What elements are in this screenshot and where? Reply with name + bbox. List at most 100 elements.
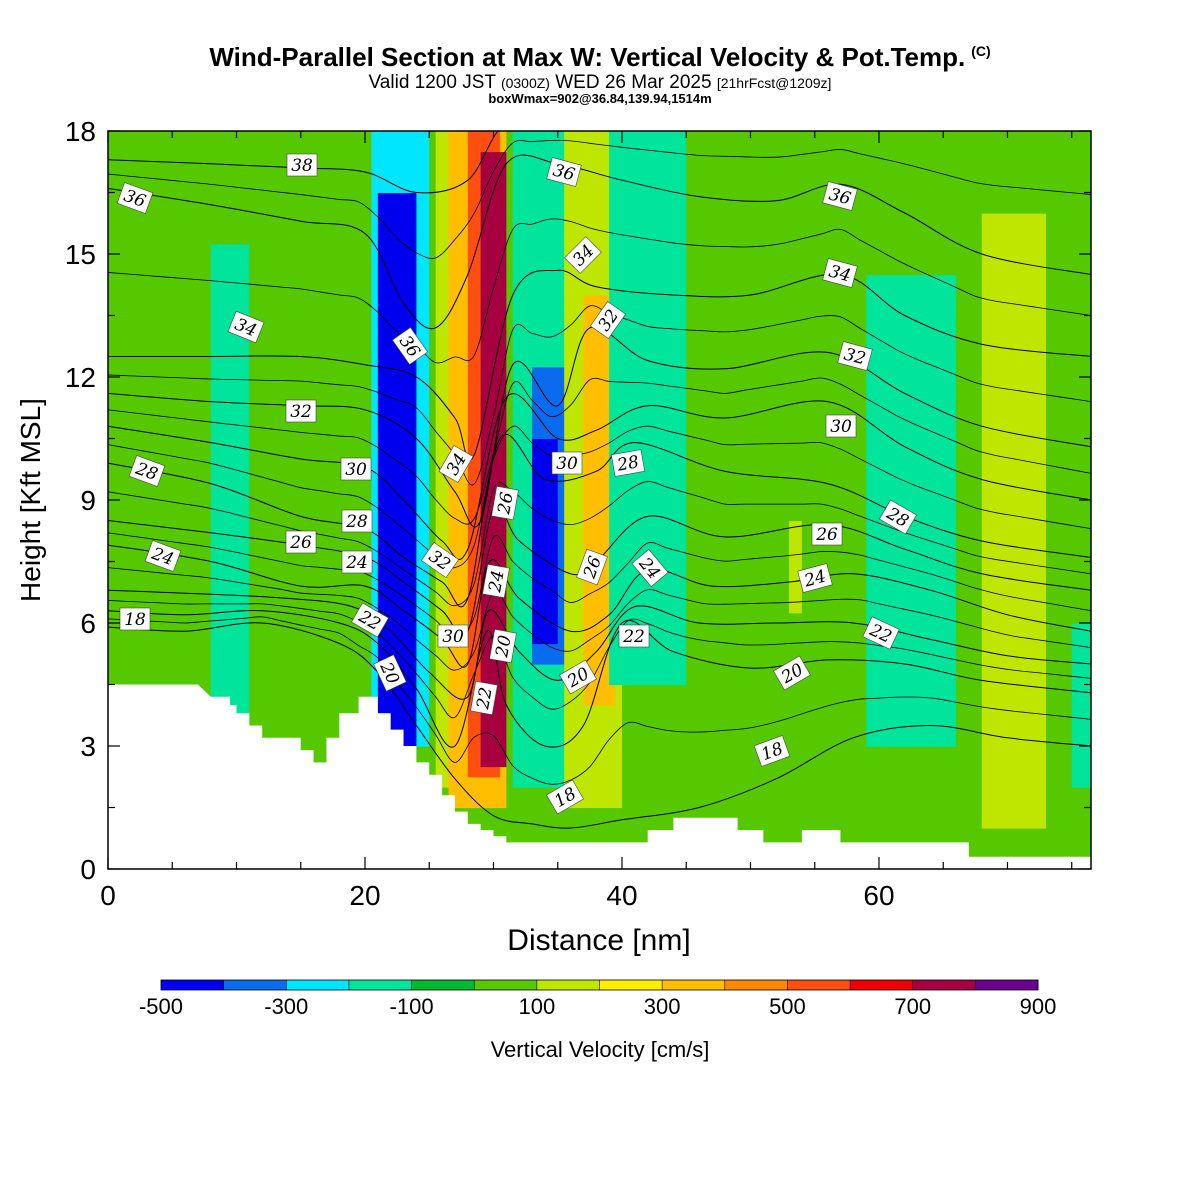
velocity-cell [981, 336, 1047, 347]
velocity-cell [557, 551, 565, 563]
velocity-cell [506, 694, 514, 706]
colorbar-tick-label: 900 [1020, 994, 1057, 1019]
velocity-cell [583, 664, 610, 675]
velocity-cell [480, 674, 507, 686]
velocity-cell [981, 233, 1047, 245]
velocity-cell [416, 623, 430, 634]
velocity-cell [506, 305, 514, 317]
velocity-cell [210, 387, 250, 399]
velocity-cell [435, 192, 450, 204]
velocity-cell [210, 643, 250, 655]
velocity-cell [866, 397, 957, 409]
velocity-cell [532, 377, 565, 388]
velocity-cell [686, 500, 867, 511]
velocity-cell [249, 387, 373, 399]
contour-label: 26 [811, 522, 843, 546]
velocity-cell [981, 469, 1047, 481]
velocity-cell [249, 612, 373, 624]
velocity-cell [249, 366, 373, 378]
velocity-cell [609, 295, 687, 306]
velocity-cell [564, 172, 610, 183]
velocity-cell [532, 459, 559, 470]
velocity-cell [429, 448, 437, 460]
velocity-cell [1046, 274, 1091, 286]
velocity-cell [512, 571, 533, 583]
velocity-cell [249, 479, 373, 491]
velocity-cell [416, 735, 430, 747]
velocity-cell [609, 459, 687, 470]
velocity-cell [1046, 428, 1091, 440]
velocity-cell [609, 387, 687, 399]
velocity-cell [564, 192, 610, 204]
velocity-cell [108, 356, 212, 368]
velocity-cell [532, 387, 565, 399]
velocity-cell [429, 623, 437, 634]
velocity-cell [789, 541, 803, 552]
colorbar-swatch [223, 980, 287, 990]
velocity-cell [981, 623, 1047, 634]
velocity-cell [377, 223, 417, 235]
velocity-cell [956, 510, 983, 522]
velocity-cell [371, 489, 379, 501]
velocity-cell [435, 756, 450, 768]
contour-label: 24 [144, 540, 182, 572]
velocity-cell [564, 295, 585, 306]
velocity-cell [621, 766, 983, 778]
velocity-cell [609, 213, 687, 224]
velocity-cell [512, 213, 565, 224]
velocity-cell [249, 674, 373, 686]
velocity-cell [435, 254, 450, 265]
contour-label: 28 [610, 449, 646, 477]
velocity-cell [249, 653, 373, 665]
velocity-cell [435, 735, 450, 747]
velocity-cell [435, 182, 450, 194]
velocity-cell [866, 356, 957, 368]
velocity-cell [429, 397, 437, 409]
colorbar-tick-label: -300 [264, 994, 308, 1019]
velocity-cell [1046, 592, 1091, 604]
contour-label: 30 [340, 457, 372, 481]
velocity-cell [371, 582, 379, 593]
velocity-cell [1046, 448, 1091, 460]
velocity-cell [866, 735, 957, 747]
velocity-cell [564, 469, 585, 481]
velocity-cell [416, 530, 430, 542]
velocity-cell [583, 346, 610, 358]
velocity-cell [108, 674, 212, 686]
velocity-cell [435, 582, 450, 593]
velocity-cell [981, 746, 1047, 757]
velocity-cell [448, 387, 469, 399]
velocity-cell [210, 479, 250, 491]
velocity-cell [789, 520, 803, 532]
velocity-cell [956, 377, 983, 388]
velocity-cell [448, 346, 469, 358]
contour-label: 26 [576, 548, 608, 586]
velocity-cell [621, 715, 867, 727]
velocity-cell [956, 274, 983, 286]
velocity-cell [512, 479, 533, 491]
velocity-cell [435, 233, 450, 245]
velocity-cell [506, 674, 514, 686]
velocity-cell [416, 284, 430, 296]
velocity-cell [1071, 735, 1091, 747]
velocity-cell [686, 172, 1091, 183]
velocity-cell [583, 653, 610, 665]
velocity-cell [480, 377, 507, 388]
velocity-cell [789, 571, 803, 583]
x-tick-label: 40 [606, 880, 637, 911]
velocity-cell [1046, 684, 1073, 696]
velocity-cell [371, 223, 379, 235]
velocity-cell [448, 479, 469, 491]
velocity-cell [429, 643, 437, 655]
velocity-cell [686, 315, 867, 327]
velocity-cell [108, 397, 212, 409]
velocity-cell [429, 459, 437, 470]
velocity-cell [435, 459, 450, 470]
velocity-cell [210, 284, 250, 296]
velocity-cell [506, 161, 514, 173]
velocity-cell [1046, 315, 1091, 327]
velocity-cell [532, 602, 559, 614]
velocity-cell [480, 233, 507, 245]
velocity-cell [981, 807, 1047, 819]
velocity-cell [621, 725, 867, 737]
